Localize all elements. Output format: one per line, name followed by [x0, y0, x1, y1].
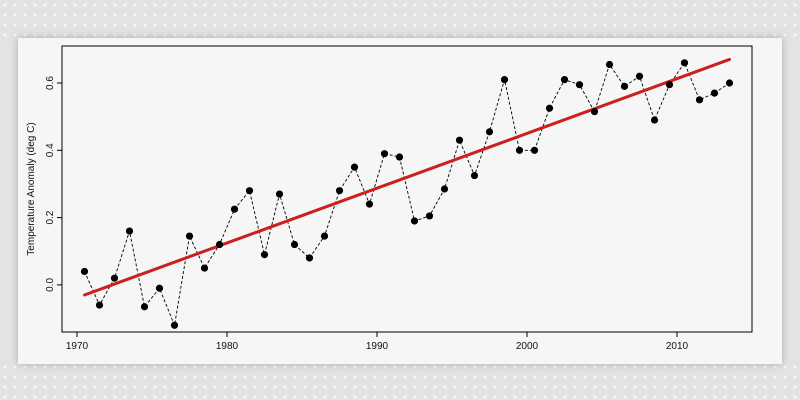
- dotted-background-bottom: [0, 362, 800, 400]
- anomaly-point: [620, 82, 629, 90]
- anomaly-point: [725, 79, 734, 87]
- anomaly-point: [560, 76, 569, 84]
- anomaly-point: [185, 232, 194, 240]
- anomaly-point: [440, 185, 449, 193]
- x-axis: 1970 1980 1990 2000 2010: [66, 332, 689, 352]
- anomaly-series-line: [84, 61, 730, 327]
- anomaly-point: [350, 163, 359, 171]
- anomaly-point: [410, 217, 419, 225]
- anomaly-point: [230, 205, 239, 213]
- anomaly-point: [275, 190, 284, 198]
- temperature-anomaly-chart: 1970 1980 1990 2000 2010 0.0 0.2 0.4 0.6 Temper…: [26, 45, 753, 352]
- anomaly-point: [515, 146, 524, 154]
- anomaly-point: [170, 321, 179, 329]
- anomaly-point: [695, 96, 704, 104]
- anomaly-point: [485, 128, 494, 136]
- y-tick-label: 0.0: [45, 278, 56, 292]
- anomaly-point: [605, 60, 614, 69]
- trend-line: [83, 57, 731, 297]
- anomaly-point: [320, 232, 329, 240]
- anomaly-point: [125, 227, 134, 235]
- anomaly-point: [710, 89, 719, 97]
- anomaly-point: [200, 264, 209, 272]
- anomaly-point: [305, 254, 314, 262]
- y-axis: 0.0 0.2 0.4 0.6: [45, 76, 62, 292]
- series-layer: [80, 57, 734, 329]
- anomaly-point: [95, 301, 104, 309]
- anomaly-point: [530, 146, 539, 154]
- anomaly-point: [590, 108, 599, 116]
- y-axis-title: Temperature Anomaly (deg C): [26, 122, 37, 255]
- anomaly-point: [380, 150, 389, 158]
- y-tick-label: 0.2: [45, 210, 56, 224]
- x-tick-label: 2010: [666, 341, 689, 352]
- anomaly-point: [215, 240, 224, 249]
- anomaly-point: [260, 251, 269, 259]
- anomaly-point: [635, 72, 644, 80]
- anomaly-point: [335, 187, 344, 195]
- anomaly-point: [575, 81, 584, 89]
- anomaly-point: [650, 116, 659, 124]
- anomaly-point: [470, 171, 479, 180]
- x-tick-label: 1980: [216, 341, 239, 352]
- anomaly-point: [455, 136, 464, 144]
- y-tick-label: 0.4: [45, 143, 56, 157]
- anomaly-point: [365, 200, 374, 208]
- anomaly-point: [395, 153, 404, 161]
- y-tick-label: 0.6: [45, 76, 56, 90]
- anomaly-point: [110, 274, 119, 282]
- dotted-background-top: [0, 0, 800, 38]
- x-tick-label: 1970: [66, 341, 89, 352]
- plot-area-border: [61, 45, 753, 333]
- x-tick-label: 1990: [366, 341, 389, 352]
- x-tick-label: 2000: [516, 341, 539, 352]
- anomaly-point: [245, 187, 254, 195]
- anomaly-point: [680, 59, 689, 67]
- anomaly-point: [665, 81, 674, 89]
- anomaly-point: [140, 303, 149, 311]
- chart-panel: 1970 1980 1990 2000 2010 0.0 0.2 0.4 0.6 Temper…: [18, 38, 782, 364]
- anomaly-point: [155, 284, 164, 292]
- anomaly-point: [80, 267, 89, 276]
- anomaly-point: [290, 240, 299, 249]
- anomaly-point: [425, 212, 434, 220]
- anomaly-point: [545, 104, 554, 112]
- anomaly-point: [500, 76, 509, 84]
